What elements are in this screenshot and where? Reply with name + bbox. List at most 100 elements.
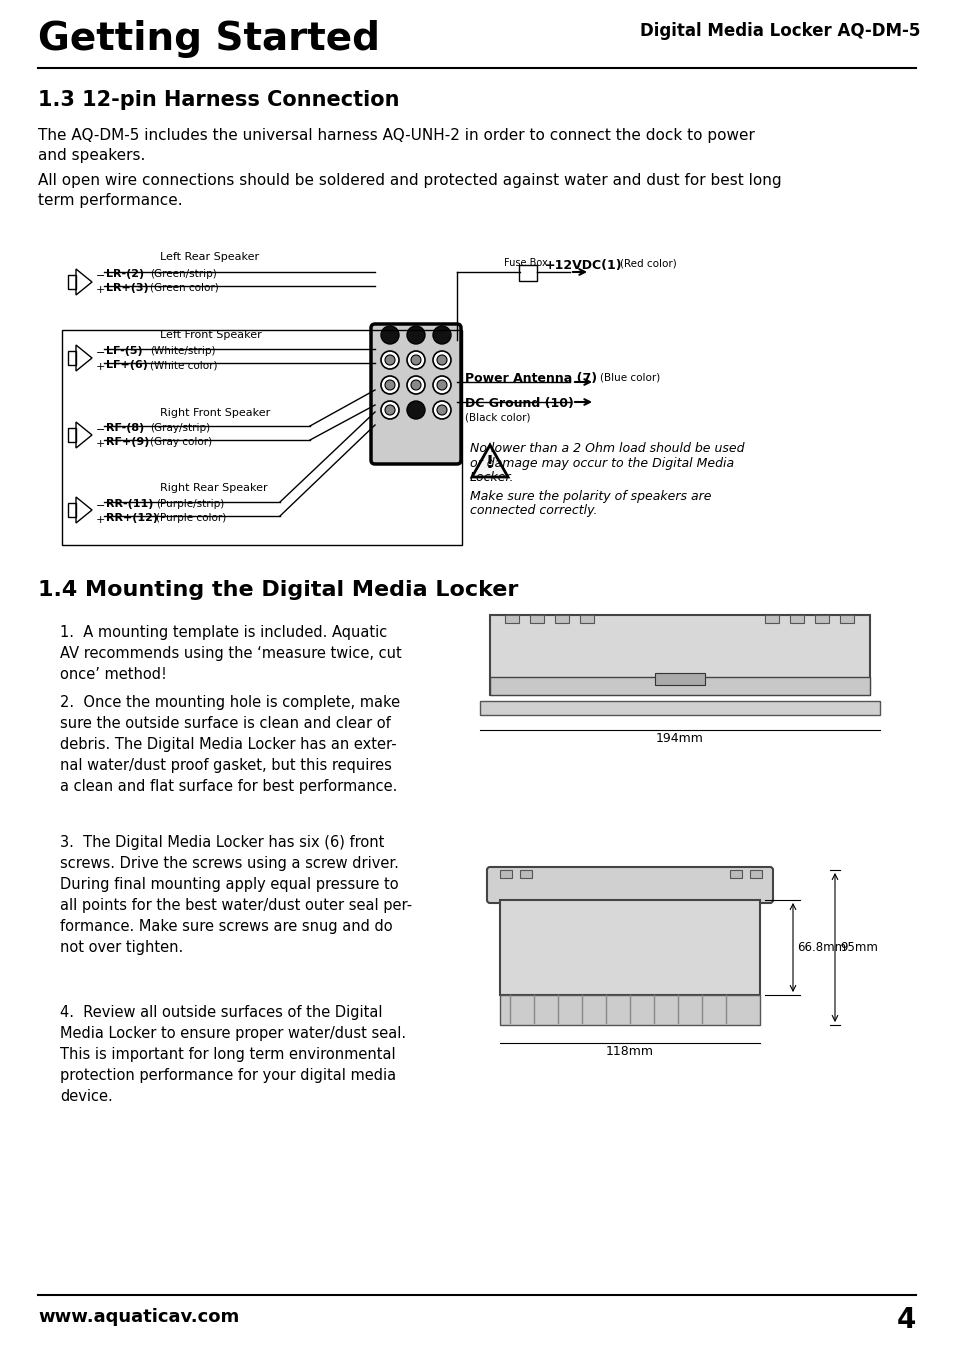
Text: +: +	[96, 362, 105, 372]
Circle shape	[407, 351, 424, 370]
Text: Right Rear Speaker: Right Rear Speaker	[160, 483, 268, 493]
Text: connected correctly.: connected correctly.	[470, 504, 597, 517]
Text: Digital Media Locker AQ-DM-5: Digital Media Locker AQ-DM-5	[639, 22, 919, 41]
Text: RF+(9): RF+(9)	[106, 437, 150, 447]
Circle shape	[407, 401, 424, 418]
Text: All open wire connections should be soldered and protected against water and dus: All open wire connections should be sold…	[38, 173, 781, 207]
Circle shape	[407, 376, 424, 394]
Text: Getting Started: Getting Started	[38, 20, 379, 58]
Text: LF+(6): LF+(6)	[106, 360, 148, 370]
Bar	[499, 900, 760, 995]
Text: Power Antenna (7): Power Antenna (7)	[464, 372, 597, 385]
Text: Left Rear Speaker: Left Rear Speaker	[160, 252, 259, 263]
Text: LR-(2): LR-(2)	[106, 269, 144, 279]
Bar	[499, 995, 760, 1025]
Text: RF-(8): RF-(8)	[106, 422, 144, 433]
Text: 1.3 12-pin Harness Connection: 1.3 12-pin Harness Connection	[38, 89, 399, 110]
Text: 66.8mm: 66.8mm	[796, 941, 845, 955]
Circle shape	[411, 380, 420, 390]
Text: Fuse Box: Fuse Box	[503, 259, 547, 268]
Text: !: !	[485, 454, 494, 471]
Text: No lower than a 2 Ohm load should be used: No lower than a 2 Ohm load should be use…	[470, 441, 743, 455]
Text: Left Front Speaker: Left Front Speaker	[160, 330, 261, 340]
Circle shape	[385, 405, 395, 414]
Text: (Gray/strip): (Gray/strip)	[150, 422, 210, 433]
Bar	[518, 265, 537, 282]
Text: −: −	[96, 501, 105, 510]
Polygon shape	[472, 445, 507, 477]
Bar	[499, 871, 512, 877]
Text: +: +	[96, 515, 105, 525]
Circle shape	[436, 355, 447, 366]
Circle shape	[436, 405, 447, 414]
Bar	[579, 615, 594, 623]
Text: The AQ-DM-5 includes the universal harness AQ-UNH-2 in order to connect the dock: The AQ-DM-5 includes the universal harne…	[38, 129, 754, 162]
Circle shape	[433, 326, 451, 344]
Bar	[840, 615, 853, 623]
Bar	[519, 871, 532, 877]
Circle shape	[385, 380, 395, 390]
Text: 4.  Review all outside surfaces of the Digital
Media Locker to ensure proper wat: 4. Review all outside surfaces of the Di…	[60, 1005, 406, 1104]
Text: 1.4 Mounting the Digital Media Locker: 1.4 Mounting the Digital Media Locker	[38, 580, 517, 600]
Text: Make sure the polarity of speakers are: Make sure the polarity of speakers are	[470, 490, 711, 502]
Text: or damage may occur to the Digital Media: or damage may occur to the Digital Media	[470, 458, 734, 470]
Text: RR-(11): RR-(11)	[106, 500, 153, 509]
FancyBboxPatch shape	[486, 867, 772, 903]
Text: +: +	[96, 284, 105, 295]
Text: www.aquaticav.com: www.aquaticav.com	[38, 1308, 239, 1326]
Text: (Green color): (Green color)	[150, 283, 218, 292]
Bar	[530, 615, 543, 623]
Text: 194mm: 194mm	[656, 733, 703, 745]
Circle shape	[380, 401, 398, 418]
Text: (Green/strip): (Green/strip)	[150, 269, 216, 279]
Circle shape	[385, 355, 395, 366]
Text: (Black color): (Black color)	[464, 412, 530, 422]
Text: RR+(12): RR+(12)	[106, 513, 158, 523]
Text: (White/strip): (White/strip)	[150, 347, 215, 356]
Text: +: +	[96, 439, 105, 450]
Bar	[479, 701, 879, 715]
Circle shape	[380, 351, 398, 370]
Bar	[68, 275, 76, 288]
Circle shape	[433, 376, 451, 394]
Text: Right Front Speaker: Right Front Speaker	[160, 408, 270, 418]
Text: −: −	[96, 348, 105, 357]
Text: Locker.: Locker.	[470, 471, 514, 483]
Bar	[504, 615, 518, 623]
Text: LR+(3): LR+(3)	[106, 283, 149, 292]
Text: 4: 4	[896, 1307, 915, 1334]
Bar	[490, 615, 869, 695]
Text: LF-(5): LF-(5)	[106, 347, 143, 356]
Bar	[764, 615, 779, 623]
Text: (Blue color): (Blue color)	[599, 372, 659, 382]
Bar	[68, 428, 76, 441]
Text: 3.  The Digital Media Locker has six (6) front
screws. Drive the screws using a : 3. The Digital Media Locker has six (6) …	[60, 835, 412, 955]
Bar	[62, 330, 461, 546]
Circle shape	[380, 326, 398, 344]
Text: 95mm: 95mm	[840, 941, 877, 955]
FancyBboxPatch shape	[371, 324, 460, 464]
Circle shape	[411, 355, 420, 366]
Bar	[789, 615, 803, 623]
Circle shape	[433, 401, 451, 418]
Bar	[68, 351, 76, 366]
Bar	[490, 677, 869, 695]
Circle shape	[407, 326, 424, 344]
Circle shape	[380, 376, 398, 394]
Bar	[749, 871, 761, 877]
Text: −: −	[96, 425, 105, 435]
Text: (Purple/strip): (Purple/strip)	[156, 500, 224, 509]
Bar	[555, 615, 568, 623]
Text: −: −	[96, 271, 105, 282]
Text: 118mm: 118mm	[605, 1045, 654, 1057]
Text: +12VDC(1): +12VDC(1)	[544, 259, 622, 272]
Circle shape	[433, 351, 451, 370]
Bar	[655, 673, 704, 685]
Bar	[729, 871, 741, 877]
Text: (Red color): (Red color)	[619, 259, 676, 269]
Text: (Gray color): (Gray color)	[150, 437, 212, 447]
Text: 1.  A mounting template is included. Aquatic
AV recommends using the ‘measure tw: 1. A mounting template is included. Aqua…	[60, 626, 401, 682]
Bar	[814, 615, 828, 623]
Text: (White color): (White color)	[150, 360, 217, 370]
Bar	[68, 502, 76, 517]
